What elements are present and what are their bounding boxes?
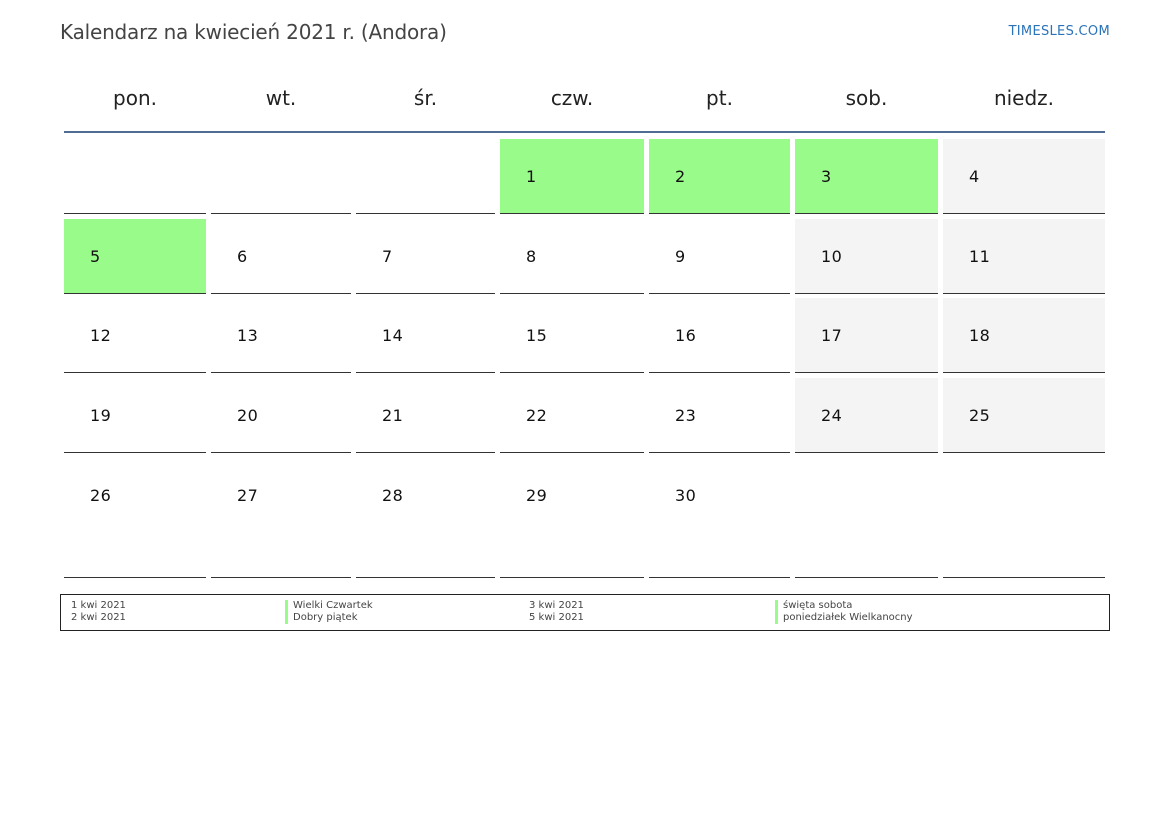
calendar-day-30: 30 — [649, 458, 790, 578]
calendar-day-6: 6 — [211, 219, 351, 294]
day-number: 1 — [526, 167, 537, 186]
day-number: 27 — [237, 486, 259, 505]
day-number: 7 — [382, 247, 393, 266]
day-number: 16 — [675, 326, 697, 345]
legend-holiday-name: Dobry piątek — [285, 612, 373, 624]
calendar-day-3: 3 — [795, 139, 938, 214]
calendar-day-4: 4 — [943, 139, 1105, 214]
day-number: 26 — [90, 486, 112, 505]
page-title: Kalendarz na kwiecień 2021 r. (Andora) — [60, 20, 447, 44]
calendar-empty-cell — [64, 139, 206, 214]
legend-date: 5 kwi 2021 — [529, 612, 584, 623]
day-number: 10 — [821, 247, 843, 266]
calendar-day-25: 25 — [943, 378, 1105, 453]
legend-holiday-name: święta sobota — [775, 600, 913, 612]
day-number: 29 — [526, 486, 548, 505]
weekday-thursday: czw. — [550, 86, 594, 110]
calendar-day-23: 23 — [649, 378, 790, 453]
calendar-empty-cell — [943, 458, 1105, 578]
calendar-empty-cell — [211, 139, 351, 214]
weekday-monday: pon. — [113, 86, 157, 110]
calendar-empty-cell — [356, 139, 495, 214]
legend-date: 3 kwi 2021 — [529, 600, 584, 611]
calendar-day-21: 21 — [356, 378, 495, 453]
calendar-day-24: 24 — [795, 378, 938, 453]
calendar-day-12: 12 — [64, 298, 206, 373]
day-number: 21 — [382, 406, 404, 425]
day-number: 14 — [382, 326, 404, 345]
day-number: 9 — [675, 247, 686, 266]
day-number: 18 — [969, 326, 991, 345]
legend-date: 2 kwi 2021 — [71, 612, 126, 623]
holiday-legend: 1 kwi 2021 2 kwi 2021 Wielki Czwartek Do… — [60, 594, 1110, 631]
header-divider — [64, 131, 1105, 133]
day-number: 5 — [90, 247, 101, 266]
calendar-day-20: 20 — [211, 378, 351, 453]
calendar-day-9: 9 — [649, 219, 790, 294]
day-number: 28 — [382, 486, 404, 505]
calendar-empty-cell — [795, 458, 938, 578]
weekday-tuesday: wt. — [265, 86, 297, 110]
calendar-day-18: 18 — [943, 298, 1105, 373]
calendar-day-2: 2 — [649, 139, 790, 214]
calendar-day-19: 19 — [64, 378, 206, 453]
day-number: 17 — [821, 326, 843, 345]
day-number: 19 — [90, 406, 112, 425]
calendar-day-7: 7 — [356, 219, 495, 294]
weekday-sunday: niedz. — [993, 86, 1055, 110]
day-number: 4 — [969, 167, 980, 186]
site-link[interactable]: TIMESLES.COM — [1008, 24, 1110, 39]
weekday-saturday: sob. — [845, 86, 888, 110]
legend-date: 1 kwi 2021 — [71, 600, 126, 611]
day-number: 2 — [675, 167, 686, 186]
calendar-day-11: 11 — [943, 219, 1105, 294]
day-number: 20 — [237, 406, 259, 425]
calendar-day-15: 15 — [500, 298, 644, 373]
calendar-day-16: 16 — [649, 298, 790, 373]
day-number: 11 — [969, 247, 991, 266]
weekday-friday: pt. — [706, 86, 733, 110]
day-number: 25 — [969, 406, 991, 425]
legend-holiday-name: poniedziałek Wielkanocny — [775, 612, 913, 624]
weekday-header-row: pon. wt. śr. czw. pt. sob. niedz. — [64, 80, 1105, 132]
calendar-day-29: 29 — [500, 458, 644, 578]
calendar-day-14: 14 — [356, 298, 495, 373]
calendar-day-1: 1 — [500, 139, 644, 214]
day-number: 15 — [526, 326, 548, 345]
legend-names-column-2: święta sobota poniedziałek Wielkanocny — [775, 600, 913, 624]
day-number: 12 — [90, 326, 112, 345]
legend-names-column-1: Wielki Czwartek Dobry piątek — [285, 600, 373, 624]
calendar-day-5: 5 — [64, 219, 206, 294]
day-number: 24 — [821, 406, 843, 425]
legend-dates-column-2: 3 kwi 2021 5 kwi 2021 — [529, 600, 584, 624]
calendar-day-8: 8 — [500, 219, 644, 294]
day-number: 8 — [526, 247, 537, 266]
calendar-day-26: 26 — [64, 458, 206, 578]
legend-holiday-name: Wielki Czwartek — [285, 600, 373, 612]
calendar-day-13: 13 — [211, 298, 351, 373]
calendar-day-10: 10 — [795, 219, 938, 294]
day-number: 23 — [675, 406, 697, 425]
calendar-day-27: 27 — [211, 458, 351, 578]
day-number: 3 — [821, 167, 832, 186]
calendar-day-28: 28 — [356, 458, 495, 578]
calendar-day-17: 17 — [795, 298, 938, 373]
day-number: 22 — [526, 406, 548, 425]
day-number: 30 — [675, 486, 697, 505]
legend-dates-column-1: 1 kwi 2021 2 kwi 2021 — [71, 600, 126, 624]
day-number: 13 — [237, 326, 259, 345]
day-number: 6 — [237, 247, 248, 266]
calendar-day-22: 22 — [500, 378, 644, 453]
weekday-wednesday: śr. — [413, 86, 438, 110]
